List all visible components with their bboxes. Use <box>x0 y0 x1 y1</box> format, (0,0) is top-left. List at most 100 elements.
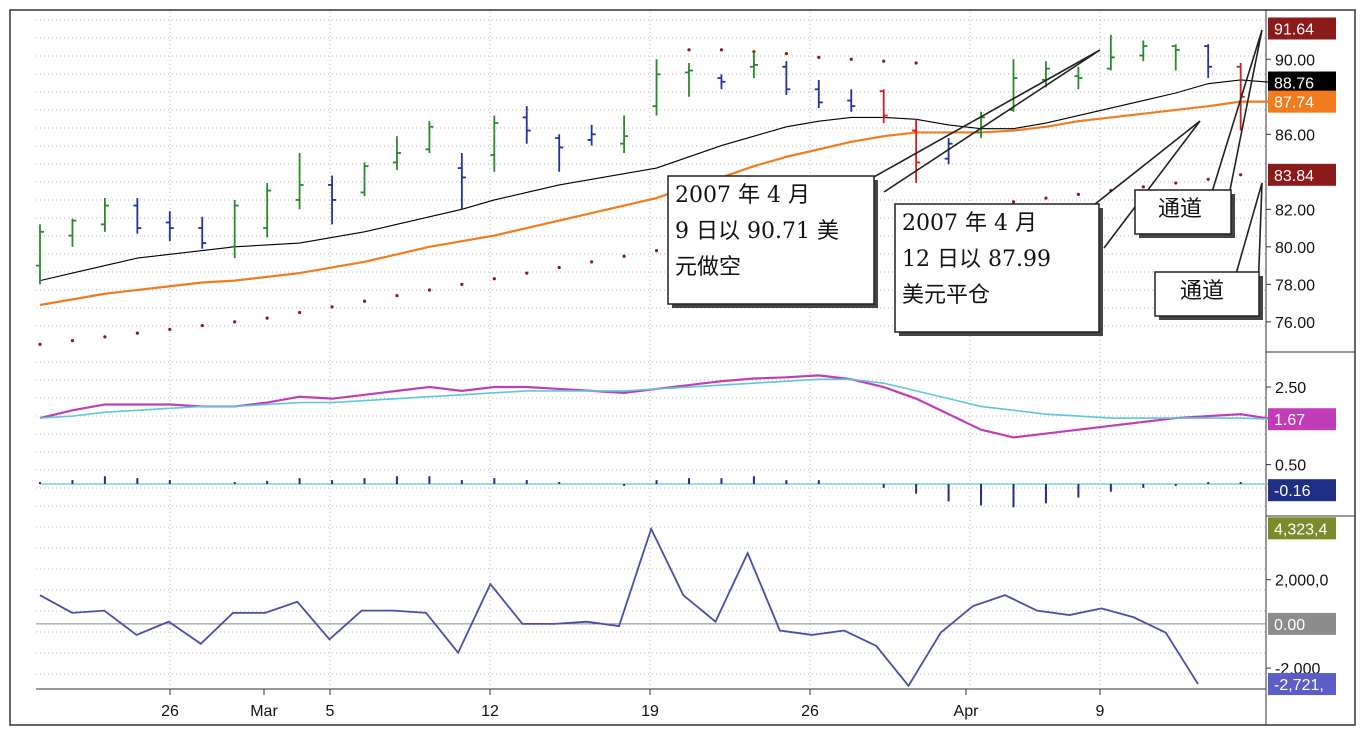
sar-dot <box>622 254 626 258</box>
ohlc-bar <box>522 106 531 144</box>
sar-dot <box>849 57 853 61</box>
value-tag-bg <box>1268 517 1336 540</box>
callout-leader <box>1211 29 1263 211</box>
value-tag-bg <box>1268 163 1336 186</box>
callout-box <box>667 175 875 305</box>
value-tag-bg <box>1268 612 1336 635</box>
sar-dot <box>1141 185 1145 189</box>
sar-dot <box>590 260 594 264</box>
oscillator-line <box>39 526 1199 688</box>
callout-text: 通道 <box>1158 197 1202 222</box>
sar-dot <box>654 248 659 253</box>
ohlc-bar <box>620 115 629 154</box>
sar-dot <box>817 55 821 59</box>
sar-dot <box>265 316 269 320</box>
callout-text: 美元平仓 <box>902 283 990 308</box>
sar-dot <box>1076 192 1080 196</box>
black-line <box>39 79 1274 282</box>
value-tag-label: -0.16 <box>1274 483 1311 500</box>
value-tag-bg <box>1268 673 1336 696</box>
y-tick-label: 86.00 <box>1275 127 1315 144</box>
x-tick-label: Mar <box>250 703 278 720</box>
sar-dot <box>1044 196 1048 200</box>
ohlc-bar <box>944 138 953 165</box>
value-tag: -2,721, <box>1268 673 1336 696</box>
callout-text: 9 日以 90.71 美 <box>675 219 839 244</box>
ohlc-bar <box>68 218 77 247</box>
y-tick-label: 78.00 <box>1275 277 1315 294</box>
y-tick-label: 76.00 <box>1275 315 1315 332</box>
ohlc-bar <box>555 134 564 172</box>
value-tag-label: 1.67 <box>1274 412 1305 429</box>
y-tick-label: 2,000,0 <box>1275 573 1328 590</box>
value-tag-bg <box>1268 408 1336 431</box>
x-tick-label: 9 <box>1096 703 1105 720</box>
x-tick-label: 19 <box>641 703 659 720</box>
sar-dot <box>38 342 42 346</box>
sar-dot <box>784 52 788 56</box>
ohlc-bar <box>133 198 142 234</box>
callout-text: 元做空 <box>675 255 741 280</box>
callout-box <box>1154 271 1260 317</box>
sar-dot <box>135 331 139 335</box>
ohlc-bar <box>328 175 337 225</box>
sar-dot <box>1206 177 1210 181</box>
value-tag-label: 0.00 <box>1274 617 1305 634</box>
sar-dot <box>103 335 107 339</box>
value-tag: 87.74 <box>1268 90 1336 113</box>
y-tick-label: 80.00 <box>1275 240 1315 257</box>
orange-line <box>39 100 1274 307</box>
ohlc-bar <box>685 63 693 97</box>
callout-cover: 2007 年 4 月 12 日以 87.99 美元平仓 <box>894 203 1103 336</box>
callout-leader <box>1235 182 1263 293</box>
ohlc-bar <box>36 224 44 285</box>
ohlc-bar <box>490 115 499 172</box>
sar-dot <box>882 59 886 63</box>
sar-dot <box>168 327 172 331</box>
ohlc-bar <box>1204 44 1213 79</box>
ohlc-bar <box>652 59 661 116</box>
ohlc-bar <box>1139 40 1148 62</box>
ohlc-bar <box>295 153 304 210</box>
value-tag-bg <box>1268 17 1336 40</box>
x-tick-label: 12 <box>481 703 499 720</box>
value-tag-label: -2,721, <box>1274 677 1324 694</box>
sar-dot <box>1174 181 1178 185</box>
ohlc-bar <box>198 216 207 249</box>
callout-channel-2: 通道 <box>1154 271 1263 320</box>
y-tick-label: 2.50 <box>1275 380 1306 397</box>
ohlc-bar <box>814 79 823 109</box>
x-tick-label: 26 <box>161 703 179 720</box>
value-tag: 83.84 <box>1268 163 1336 186</box>
value-tag-label: 91.64 <box>1274 22 1314 39</box>
ohlc-bar <box>782 61 791 95</box>
ohlc-bar <box>263 183 272 238</box>
x-tick-label: 5 <box>326 703 335 720</box>
sar-dot <box>330 305 334 309</box>
sar-dot <box>460 282 464 286</box>
x-tick-label: Apr <box>954 703 980 720</box>
y-tick-label: 82.00 <box>1275 202 1315 219</box>
value-tag-label: 88.76 <box>1274 76 1314 93</box>
ohlc-bar <box>457 153 466 210</box>
sar-dot <box>298 310 302 315</box>
sar-dot <box>1239 173 1243 177</box>
value-tag: 91.64 <box>1268 17 1336 40</box>
sar-dot <box>200 324 204 328</box>
ohlc-bar <box>360 162 369 197</box>
ohlc-bar <box>230 199 239 259</box>
sar-dot <box>395 294 399 298</box>
sar-dot <box>557 265 561 270</box>
sar-dot <box>914 61 918 65</box>
value-tag-bg <box>1268 90 1336 113</box>
value-tag-label: 83.84 <box>1274 168 1314 185</box>
ohlc-bar <box>1171 44 1180 71</box>
sar-dot <box>1011 200 1016 204</box>
sar-dot <box>233 320 237 324</box>
value-tag: 88.76 <box>1268 71 1336 94</box>
ohlc-bar <box>717 74 726 90</box>
ohlc-bar <box>879 89 888 124</box>
